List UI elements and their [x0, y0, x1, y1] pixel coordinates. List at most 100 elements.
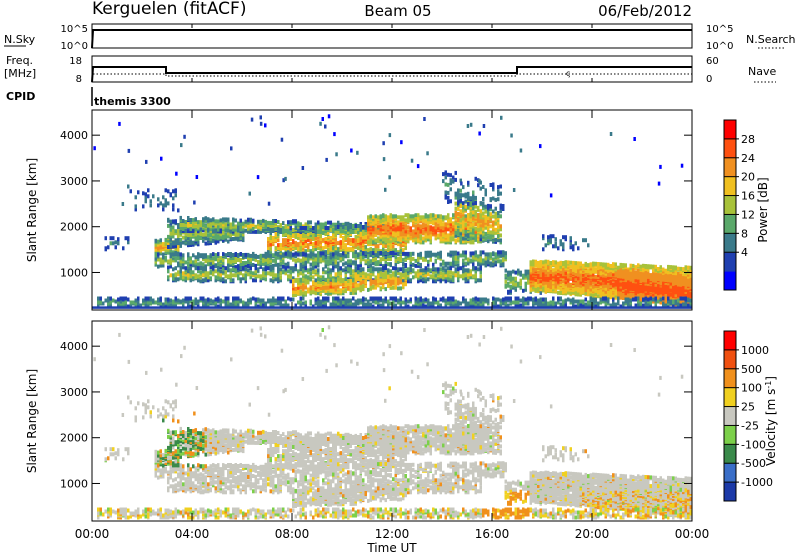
- power-cell: [447, 270, 450, 275]
- power-cell: [374, 214, 377, 219]
- power-cell: [179, 237, 182, 242]
- power-cell: [212, 229, 215, 234]
- power-cell: [317, 220, 320, 225]
- power-cell: [217, 233, 220, 238]
- power-cell: [344, 230, 347, 234]
- power-cell: [309, 220, 312, 225]
- power-cell: [354, 254, 357, 259]
- power-cell: [429, 256, 432, 261]
- power-cell: [437, 254, 440, 259]
- power-cell: [309, 249, 312, 254]
- power-cell: [447, 252, 450, 257]
- power-cell: [592, 261, 595, 266]
- power-cell: [367, 255, 370, 260]
- power-cell: [319, 230, 322, 234]
- power-cell: [459, 235, 462, 240]
- power-cell: [269, 228, 272, 232]
- power-cell: [329, 281, 332, 286]
- power-cell: [214, 235, 217, 240]
- power-cell: [162, 252, 165, 257]
- power-cell: [344, 247, 347, 252]
- power-cell: [334, 231, 337, 235]
- power-cell: [319, 247, 322, 252]
- power-cell: [302, 251, 305, 256]
- power-cell: [477, 205, 480, 210]
- power-cell: [269, 247, 272, 252]
- power-cell: [384, 244, 387, 249]
- power-cell: [189, 235, 192, 240]
- power-cell: [309, 254, 312, 259]
- power-cell: [317, 262, 320, 267]
- power-cell: [342, 225, 345, 229]
- power-cell: [197, 254, 200, 259]
- power-cell: [489, 212, 492, 217]
- power-cell: [232, 267, 235, 272]
- power-cell: [329, 252, 332, 257]
- power-cell: [407, 225, 410, 230]
- power-cell: [402, 273, 405, 278]
- power-cell: [202, 267, 205, 272]
- power-cell: [364, 251, 367, 256]
- power-cell: [469, 251, 472, 256]
- power-cell: [289, 266, 292, 271]
- power-cell: [304, 222, 307, 227]
- nave-label: Nave: [748, 65, 776, 78]
- power-cell: [224, 253, 227, 258]
- power-cell: [379, 267, 382, 272]
- power-cell: [214, 227, 217, 232]
- power-cell: [459, 238, 462, 243]
- power-cell: [167, 275, 170, 280]
- power-cell: [477, 227, 480, 232]
- power-cell: [222, 261, 225, 266]
- power-cell: [334, 264, 337, 269]
- power-cell: [399, 229, 402, 234]
- power-cell: [397, 225, 400, 230]
- power-cell: [352, 247, 355, 252]
- power-cell: [334, 272, 337, 277]
- power-cell: [374, 230, 377, 235]
- power-cell: [232, 217, 235, 222]
- power-cell: [249, 217, 252, 222]
- power-cell: [222, 257, 225, 262]
- power-cell: [297, 247, 300, 252]
- power-cell: [417, 217, 420, 222]
- power-cell: [432, 215, 435, 220]
- power-cell: [274, 273, 277, 278]
- power-cell: [392, 251, 395, 255]
- power-cell: [422, 268, 425, 273]
- power-cell: [192, 218, 195, 223]
- power-cell: [252, 278, 255, 283]
- power-cell: [324, 259, 327, 264]
- power-cell: [192, 221, 195, 226]
- power-cell: [359, 224, 362, 228]
- power-cell: [299, 277, 302, 282]
- power-cell: [482, 261, 485, 266]
- power-cell: [179, 223, 182, 227]
- power-cell: [204, 236, 207, 241]
- power-cell: [362, 229, 365, 233]
- power-cell: [382, 273, 385, 278]
- power-cell: [212, 266, 215, 271]
- power-cell: [269, 236, 272, 240]
- power-cell: [442, 272, 445, 277]
- power-cell: [327, 267, 330, 272]
- power-cell: [557, 276, 560, 281]
- power-cell: [199, 227, 202, 232]
- power-cell: [177, 246, 180, 251]
- power-cell: [492, 220, 495, 225]
- power-cell: [219, 232, 222, 237]
- power-cell: [194, 273, 197, 278]
- power-cell: [449, 250, 452, 255]
- power-cell: [452, 259, 455, 264]
- power-cell: [317, 251, 320, 256]
- power-cell: [339, 253, 342, 258]
- power-cell: [167, 217, 170, 222]
- power-cell: [239, 266, 242, 271]
- power-cell: [402, 251, 405, 256]
- power-cell: [417, 259, 420, 264]
- power-cell: [524, 269, 527, 274]
- power-cell: [322, 267, 325, 272]
- power-cell: [557, 261, 560, 266]
- power-cell: [427, 234, 430, 239]
- power-cell: [339, 222, 342, 227]
